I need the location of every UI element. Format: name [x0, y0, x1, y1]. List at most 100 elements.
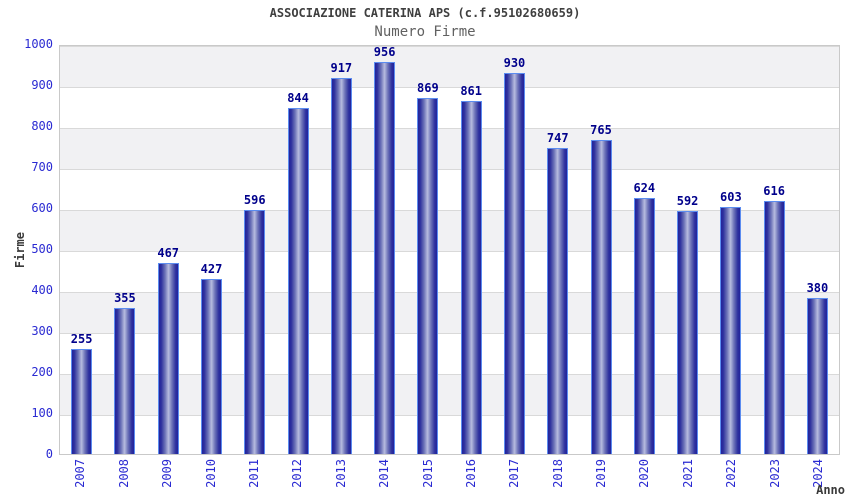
bar	[157, 263, 179, 454]
x-tick-label: 2014	[377, 459, 392, 488]
bar	[114, 308, 136, 454]
bar	[71, 349, 93, 454]
x-tick-label: 2010	[203, 459, 218, 488]
x-tick-cell: 2014	[363, 459, 406, 497]
x-tick-cell: 2022	[710, 459, 753, 497]
bar-value-label: 427	[200, 262, 223, 276]
x-tick-label: 2017	[507, 459, 522, 488]
bar-value-label: 380	[806, 281, 829, 295]
y-tick-label: 100	[31, 406, 53, 420]
bar-value-label: 592	[676, 194, 699, 208]
bar-group-2008: 355	[103, 46, 146, 454]
bar-group-2017: 930	[493, 46, 536, 454]
bar	[547, 148, 569, 454]
x-tick-cell: 2015	[406, 459, 449, 497]
x-tick-cell: 2021	[666, 459, 709, 497]
bar	[763, 201, 785, 454]
bar-group-2012: 844	[276, 46, 319, 454]
bar-group-2010: 427	[190, 46, 233, 454]
bar-group-2009: 467	[147, 46, 190, 454]
bar-group-2018: 747	[536, 46, 579, 454]
bar-group-2023: 616	[753, 46, 796, 454]
bar-group-2022: 603	[709, 46, 752, 454]
y-tick-label: 1000	[24, 37, 53, 51]
x-tick-label: 2008	[116, 459, 131, 488]
bar	[200, 279, 222, 454]
x-tick-cell: 2019	[580, 459, 623, 497]
x-tick-label: 2020	[637, 459, 652, 488]
bar-group-2014: 956	[363, 45, 406, 454]
bar-group-2019: 765	[579, 46, 622, 454]
x-tick-label: 2015	[420, 459, 435, 488]
y-tick-label: 600	[31, 201, 53, 215]
bar-value-label: 956	[373, 45, 396, 59]
bar	[287, 108, 309, 454]
x-tick-label: 2023	[767, 459, 782, 488]
bar-value-label: 603	[720, 190, 742, 204]
bar-value-label: 616	[763, 184, 785, 198]
y-tick-label: 900	[31, 78, 53, 92]
bar-group-2013: 917	[320, 46, 363, 454]
x-tick-cell: 2007	[59, 459, 102, 497]
x-tick-label: 2022	[724, 459, 739, 488]
x-axis-title: Anno	[816, 483, 845, 497]
x-tick-cell: 2011	[233, 459, 276, 497]
bar-value-label: 844	[287, 91, 309, 105]
bar-value-label: 930	[503, 56, 526, 70]
y-tick-label: 700	[31, 160, 53, 174]
bar	[417, 98, 439, 454]
y-tick-label: 500	[31, 242, 53, 256]
x-tick-cell: 2018	[536, 459, 579, 497]
x-tick-cell: 2020	[623, 459, 666, 497]
bar	[244, 210, 266, 454]
bar-value-label: 624	[633, 181, 656, 195]
x-tick-cell: 2012	[276, 459, 319, 497]
x-axis-ticks: 2007 2008 2009 2010 2011 2012 2013 2014 2015 2016…	[59, 459, 840, 497]
x-tick-cell: 2009	[146, 459, 189, 497]
y-tick-label: 300	[31, 324, 53, 338]
bar-value-label: 861	[460, 84, 483, 98]
bar-group-2016: 861	[450, 46, 493, 454]
x-tick-label: 2013	[333, 459, 348, 488]
bar	[590, 140, 612, 454]
y-tick-label: 400	[31, 283, 53, 297]
bar-value-label: 596	[243, 193, 266, 207]
x-tick-cell: 2013	[319, 459, 362, 497]
bar-group-2024: 380	[796, 46, 839, 454]
x-tick-cell: 2016	[450, 459, 493, 497]
x-tick-cell: 2010	[189, 459, 232, 497]
bar	[460, 101, 482, 454]
bar-group-2011: 596	[233, 46, 276, 454]
bar	[720, 207, 742, 454]
bar-value-label: 869	[417, 81, 439, 95]
bar-group-2020: 624	[623, 46, 666, 454]
x-tick-label: 2016	[463, 459, 478, 488]
bar	[374, 62, 396, 454]
x-tick-label: 2011	[246, 459, 261, 488]
x-tick-label: 2012	[290, 459, 305, 488]
bar-value-label: 917	[330, 61, 353, 75]
bar	[806, 298, 828, 454]
x-tick-cell: 2023	[753, 459, 796, 497]
bar	[633, 198, 655, 454]
y-tick-label: 0	[45, 447, 53, 461]
bar-value-label: 467	[157, 246, 180, 260]
chart-subtitle: Numero Firme	[374, 24, 476, 40]
bar-group-2021: 592	[666, 46, 709, 454]
bar	[330, 78, 352, 454]
y-tick-label: 200	[31, 365, 53, 379]
x-tick-cell: 2017	[493, 459, 536, 497]
bar	[677, 211, 699, 454]
x-tick-label: 2009	[160, 459, 175, 488]
chart-title: ASSOCIAZIONE CATERINA APS (c.f.951026806…	[269, 6, 581, 20]
bar-value-label: 747	[546, 131, 569, 145]
x-tick-label: 2019	[594, 459, 609, 488]
bar-value-label: 765	[590, 123, 612, 137]
bar-group-2007: 255	[60, 46, 103, 454]
x-tick-label: 2021	[680, 459, 695, 488]
bar-value-label: 255	[70, 332, 93, 346]
bar	[503, 73, 525, 454]
x-tick-label: 2018	[550, 459, 565, 488]
bar-value-label: 355	[114, 291, 136, 305]
